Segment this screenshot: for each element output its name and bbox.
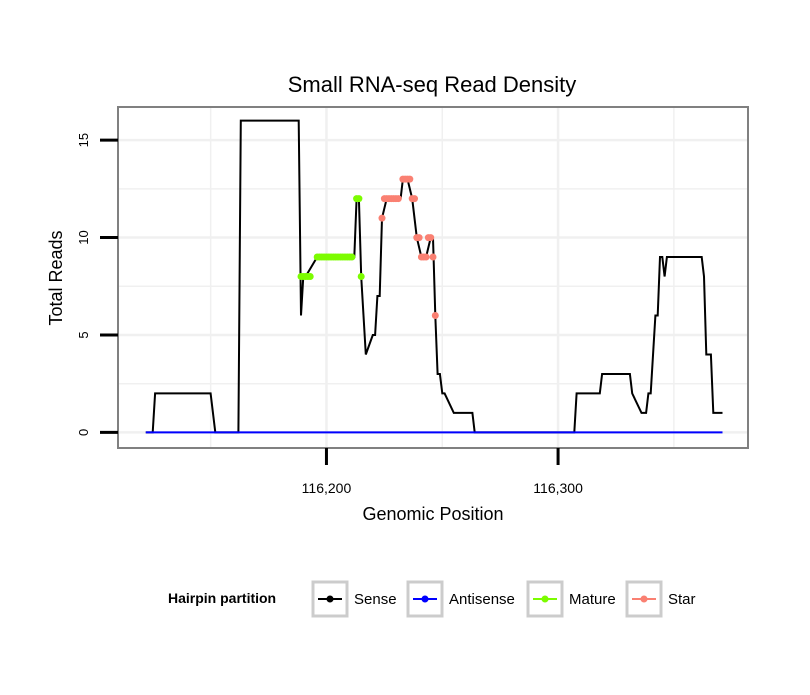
series-point-star [378, 214, 386, 222]
y-tick-label: 5 [76, 331, 91, 338]
x-tick-label: 116,200 [302, 480, 352, 496]
y-tick-label: 15 [76, 133, 91, 147]
series-point-star [415, 234, 423, 242]
series-point-star [422, 253, 430, 261]
series-point-star [394, 195, 402, 203]
series-point-mature [306, 273, 314, 280]
legend-label: Sense [354, 591, 397, 608]
y-axis-label: Total Reads [46, 230, 66, 325]
y-tick-label: 0 [76, 429, 91, 436]
x-axis-label: Genomic Position [362, 504, 503, 524]
x-tick-label: 116,300 [533, 480, 583, 496]
legend: Hairpin partition Sense Antisense Mature St… [168, 580, 696, 618]
legend-label: Star [668, 591, 696, 608]
series-point-star [427, 234, 435, 242]
legend-key-point [541, 595, 549, 603]
y-tick-label: 10 [76, 230, 91, 244]
legend-title: Hairpin partition [168, 590, 276, 606]
x-axis: 116,200 116,300 [302, 448, 583, 496]
series-point-mature [348, 253, 356, 261]
series-point-mature [357, 273, 365, 280]
legend-key-point [640, 595, 648, 603]
legend-label: Mature [569, 591, 616, 608]
panel-border [117, 106, 749, 449]
y-axis: 0 5 10 15 [76, 133, 118, 436]
series-layer [145, 119, 723, 434]
series-point-star [429, 253, 437, 261]
series-point-star [431, 312, 439, 319]
plot-panel [118, 107, 748, 448]
legend-key-point [421, 595, 429, 603]
series-point-star [411, 195, 418, 203]
legend-key-point [326, 595, 334, 603]
legend-label: Antisense [449, 591, 515, 608]
chart-title: Small RNA-seq Read Density [288, 72, 577, 97]
series-point-star [406, 175, 414, 183]
series-point-mature [355, 195, 363, 203]
